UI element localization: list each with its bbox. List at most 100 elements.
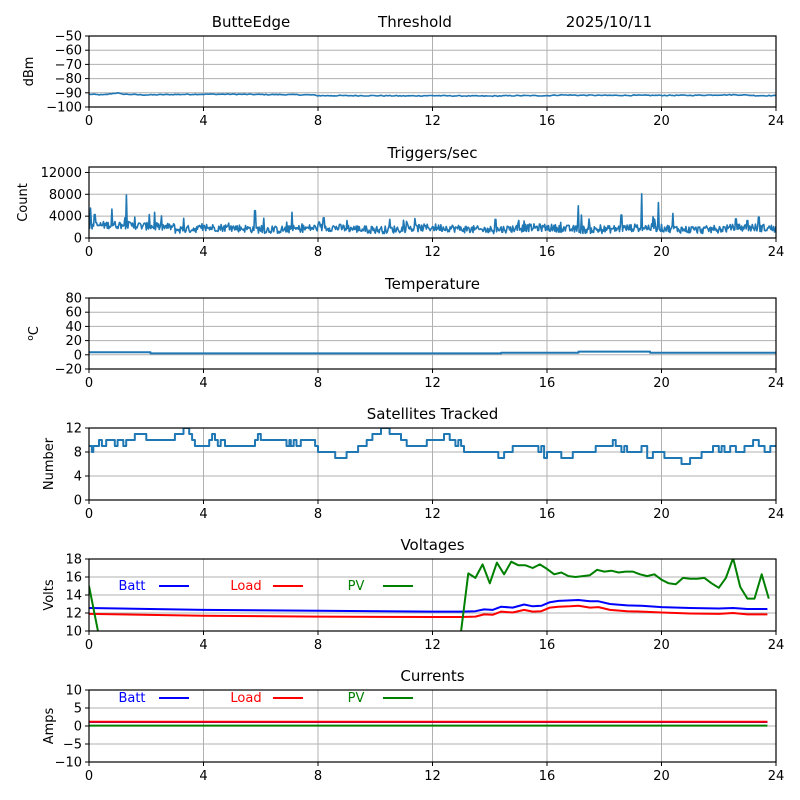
y-tick-label: −100 (46, 101, 82, 116)
legend-label-pv: PV (348, 579, 365, 594)
x-tick-label: 0 (85, 769, 93, 784)
x-tick-label: 16 (539, 507, 556, 522)
y-tick-label: 12 (65, 422, 82, 437)
panel-title: Temperature (384, 275, 480, 293)
legend-label-batt: Batt (118, 579, 145, 594)
x-tick-label: 16 (539, 114, 556, 129)
series-line-threshold (89, 92, 776, 98)
y-axis-label: Count (16, 183, 31, 222)
plot-frame (88, 427, 777, 501)
y-tick-label: 8 (74, 446, 82, 461)
y-axis-label: Volts (42, 579, 57, 611)
x-tick-label: 24 (768, 114, 785, 129)
panel-title: Satellites Tracked (367, 405, 498, 423)
panel-title: Triggers/sec (387, 144, 478, 162)
x-tick-label: 0 (85, 638, 93, 653)
x-tick-label: 24 (768, 376, 785, 391)
x-tick-label: 24 (768, 638, 785, 653)
x-tick-label: 12 (424, 114, 441, 129)
x-tick-label: 4 (199, 769, 207, 784)
x-tick-label: 0 (85, 507, 93, 522)
series-line-batt (89, 599, 768, 613)
x-tick-label: 16 (539, 638, 556, 653)
series-line-temperature (89, 350, 776, 355)
series-line-pv (89, 559, 770, 631)
series-line-load (89, 604, 768, 618)
y-tick-label: 0 (74, 348, 82, 363)
y-tick-label: 80 (65, 292, 82, 307)
x-tick-label: 8 (314, 507, 322, 522)
y-tick-label: 18 (65, 553, 82, 568)
legend-label-load: Load (230, 579, 261, 594)
x-tick-label: 16 (539, 376, 556, 391)
y-tick-label: 0 (74, 720, 82, 735)
panel-satellites: 0 4 8 12 16 20 24 0 4 8 12 Satellites Tracked Number (42, 405, 784, 522)
y-axis-label: Number (42, 437, 57, 490)
x-tick-label: 20 (653, 507, 670, 522)
y-tick-label: 12 (65, 607, 82, 622)
x-tick-label: 12 (424, 769, 441, 784)
y-tick-label: 14 (65, 589, 82, 604)
x-tick-label: 20 (653, 638, 670, 653)
x-tick-label: 24 (768, 769, 785, 784)
legend-label-pv: PV (348, 691, 365, 706)
y-tick-label: 12000 (41, 166, 82, 181)
legend-label-batt: Batt (118, 691, 145, 706)
panel-voltages: 0 4 8 12 16 20 24 10 12 14 16 18 Voltages Volts Batt Lo… (42, 536, 784, 653)
y-tick-label: −70 (55, 58, 82, 73)
y-axis-label: oC (26, 326, 42, 341)
y-tick-label: −5 (63, 738, 82, 753)
x-tick-label: 8 (314, 638, 322, 653)
plot-frame (88, 297, 777, 370)
x-tick-label: 8 (314, 114, 322, 129)
x-tick-label: 12 (424, 507, 441, 522)
x-tick-label: 12 (424, 638, 441, 653)
y-tick-label: 0 (74, 494, 82, 509)
series-line-triggers (89, 193, 776, 235)
panel-triggers: 0 4 8 12 16 20 24 0 4000 8000 12000 Triggers/sec Cou… (16, 144, 784, 260)
x-tick-label: 20 (653, 114, 670, 129)
y-tick-label: −20 (55, 363, 82, 378)
x-tick-label: 0 (85, 114, 93, 129)
x-tick-label: 8 (314, 376, 322, 391)
panel-title: Currents (400, 667, 464, 685)
x-tick-label: 4 (199, 376, 207, 391)
y-tick-label: 60 (65, 306, 82, 321)
x-tick-label: 4 (199, 638, 207, 653)
x-tick-label: 4 (199, 245, 207, 260)
y-tick-label: −10 (55, 756, 82, 771)
x-tick-label: 12 (424, 376, 441, 391)
x-tick-label: 12 (424, 245, 441, 260)
y-tick-label: −60 (55, 44, 82, 59)
x-tick-label: 20 (653, 245, 670, 260)
legend-label-load: Load (230, 691, 261, 706)
x-tick-label: 4 (199, 114, 207, 129)
x-tick-label: 16 (539, 769, 556, 784)
header-date: 2025/10/11 (566, 13, 652, 31)
plot-frame (88, 166, 777, 239)
series-line-satellites (89, 428, 776, 465)
y-tick-label: 5 (74, 702, 82, 717)
x-tick-label: 20 (653, 376, 670, 391)
x-tick-label: 4 (199, 507, 207, 522)
y-tick-label: 16 (65, 571, 82, 586)
y-tick-label: 8000 (49, 188, 82, 203)
y-tick-label: −50 (55, 30, 82, 45)
y-tick-label: 4000 (49, 210, 82, 225)
y-tick-label: −80 (55, 72, 82, 87)
y-tick-label: 20 (65, 334, 82, 349)
y-tick-label: −90 (55, 86, 82, 101)
x-tick-label: 8 (314, 245, 322, 260)
y-tick-label: 0 (74, 232, 82, 247)
panel-title: Voltages (400, 536, 464, 554)
x-tick-label: 24 (768, 507, 785, 522)
y-axis-label: dBm (22, 57, 37, 87)
plot-frame (88, 689, 777, 763)
x-tick-label: 16 (539, 245, 556, 260)
x-tick-label: 0 (85, 245, 93, 260)
plot-frame (88, 35, 777, 108)
x-tick-label: 20 (653, 769, 670, 784)
y-tick-label: 10 (65, 625, 82, 640)
